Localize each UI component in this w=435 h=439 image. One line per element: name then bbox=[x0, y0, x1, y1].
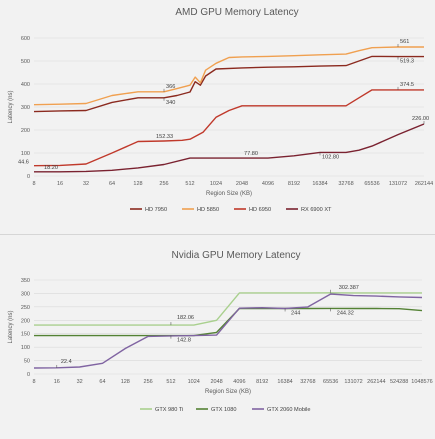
data-label: 366 bbox=[166, 84, 175, 90]
data-label: 340 bbox=[166, 100, 175, 106]
x-tick-label: 32768 bbox=[300, 379, 315, 385]
x-tick-label: 64 bbox=[109, 181, 115, 187]
data-label: 302.387 bbox=[339, 285, 359, 291]
data-label: 374.5 bbox=[400, 82, 414, 88]
data-label: 561 bbox=[400, 39, 409, 45]
x-tick-label: 16 bbox=[57, 181, 63, 187]
x-tick-label: 256 bbox=[144, 379, 153, 385]
series-line-hd-6950 bbox=[33, 89, 424, 167]
data-label: 519.3 bbox=[400, 59, 414, 65]
x-tick-label: 8 bbox=[32, 379, 35, 385]
x-tick-label: 1048576 bbox=[411, 379, 432, 385]
x-tick-label: 262144 bbox=[367, 379, 385, 385]
x-tick-label: 32768 bbox=[338, 181, 353, 187]
series-line-hd-7950 bbox=[33, 55, 424, 113]
legend-entry: GTX 980 Ti bbox=[155, 407, 183, 413]
y-tick-label: 50 bbox=[24, 359, 30, 365]
x-tick-label: 4096 bbox=[233, 379, 245, 385]
y-tick-label: 200 bbox=[21, 128, 30, 134]
y-tick-label: 250 bbox=[21, 305, 30, 311]
y-tick-label: 100 bbox=[21, 345, 30, 351]
data-label: 22.4 bbox=[61, 359, 72, 365]
data-label: 142.8 bbox=[177, 338, 191, 344]
chart-title: AMD GPU Memory Latency bbox=[175, 7, 298, 18]
data-label: 152.33 bbox=[156, 134, 173, 140]
data-label: 226.00 bbox=[412, 116, 429, 122]
x-axis-label: Region Size (KB) bbox=[205, 389, 251, 395]
x-tick-label: 8192 bbox=[256, 379, 268, 385]
legend-entry: HD 6950 bbox=[249, 207, 271, 213]
series-line-gtx-1080 bbox=[34, 307, 423, 337]
y-tick-label: 0 bbox=[27, 372, 30, 378]
x-tick-label: 32 bbox=[77, 379, 83, 385]
x-tick-label: 8192 bbox=[288, 181, 300, 187]
x-tick-label: 1024 bbox=[188, 379, 200, 385]
x-tick-label: 2048 bbox=[236, 181, 248, 187]
x-tick-label: 16 bbox=[54, 379, 60, 385]
x-tick-label: 131072 bbox=[344, 379, 362, 385]
x-tick-label: 16384 bbox=[312, 181, 327, 187]
y-tick-label: 0 bbox=[27, 174, 30, 180]
x-tick-label: 65536 bbox=[364, 181, 379, 187]
y-axis-label: Latency (ns) bbox=[8, 310, 14, 343]
x-tick-label: 65536 bbox=[323, 379, 338, 385]
x-tick-label: 512 bbox=[166, 379, 175, 385]
x-tick-label: 524288 bbox=[390, 379, 408, 385]
series-line-hd-5850 bbox=[33, 46, 424, 106]
data-label: 244.32 bbox=[337, 310, 354, 316]
x-tick-label: 128 bbox=[133, 181, 142, 187]
series-line-gtx-2060-mobile bbox=[33, 293, 423, 369]
legend-entry: HD 5850 bbox=[197, 207, 219, 213]
series-line-gtx-980-ti bbox=[34, 292, 422, 326]
y-tick-label: 150 bbox=[21, 332, 30, 338]
x-tick-label: 256 bbox=[159, 181, 168, 187]
legend-entry: HD 7950 bbox=[145, 207, 167, 213]
x-tick-label: 128 bbox=[121, 379, 130, 385]
x-tick-label: 1024 bbox=[210, 181, 222, 187]
x-tick-label: 16384 bbox=[277, 379, 292, 385]
legend-entry: RX 6900 XT bbox=[301, 207, 332, 213]
y-tick-label: 300 bbox=[21, 105, 30, 111]
x-tick-label: 262144 bbox=[415, 181, 433, 187]
data-label: 44.6 bbox=[18, 160, 29, 166]
y-axis-label: Latency (ns) bbox=[8, 90, 14, 123]
y-tick-label: 400 bbox=[21, 82, 30, 88]
nvidia-chart: Nvidia GPU Memory Latency 0 50 100 150 200 250… bbox=[8, 250, 433, 413]
x-tick-label: 64 bbox=[99, 379, 105, 385]
x-tick-label: 131072 bbox=[389, 181, 407, 187]
data-label: 102.80 bbox=[322, 154, 339, 160]
y-tick-label: 300 bbox=[21, 291, 30, 297]
amd-chart-panel: AMD GPU Memory Latency 0 100 200 300 400 500 60… bbox=[8, 7, 433, 213]
legend-entry: GTX 2060 Mobile bbox=[267, 407, 311, 413]
x-tick-label: 4096 bbox=[262, 181, 274, 187]
y-tick-label: 200 bbox=[21, 318, 30, 324]
y-tick-label: 100 bbox=[21, 151, 30, 157]
y-tick-label: 500 bbox=[21, 59, 30, 65]
x-tick-label: 2048 bbox=[210, 379, 222, 385]
series-line-rx-6900-xt bbox=[34, 123, 425, 173]
legend-entry: GTX 1080 bbox=[211, 407, 237, 413]
x-tick-label: 512 bbox=[185, 181, 194, 187]
y-tick-label: 600 bbox=[21, 36, 30, 42]
panel-divider bbox=[0, 234, 435, 235]
x-tick-label: 8 bbox=[32, 181, 35, 187]
data-label: 18.20 bbox=[44, 165, 58, 171]
x-tick-label: 32 bbox=[83, 181, 89, 187]
data-label: 77.80 bbox=[244, 151, 258, 157]
x-axis-label: Region Size (KB) bbox=[206, 191, 252, 197]
nvidia-chart-panel: Nvidia GPU Memory Latency 0 50 100 150 200 250… bbox=[0, 246, 435, 439]
chart-title: Nvidia GPU Memory Latency bbox=[172, 250, 301, 261]
data-label: 182.06 bbox=[177, 315, 194, 321]
amd-chart: AMD GPU Memory Latency 0 100 200 300 400 500 60… bbox=[8, 7, 433, 213]
y-tick-label: 350 bbox=[21, 278, 30, 284]
data-label: 244 bbox=[291, 310, 300, 316]
